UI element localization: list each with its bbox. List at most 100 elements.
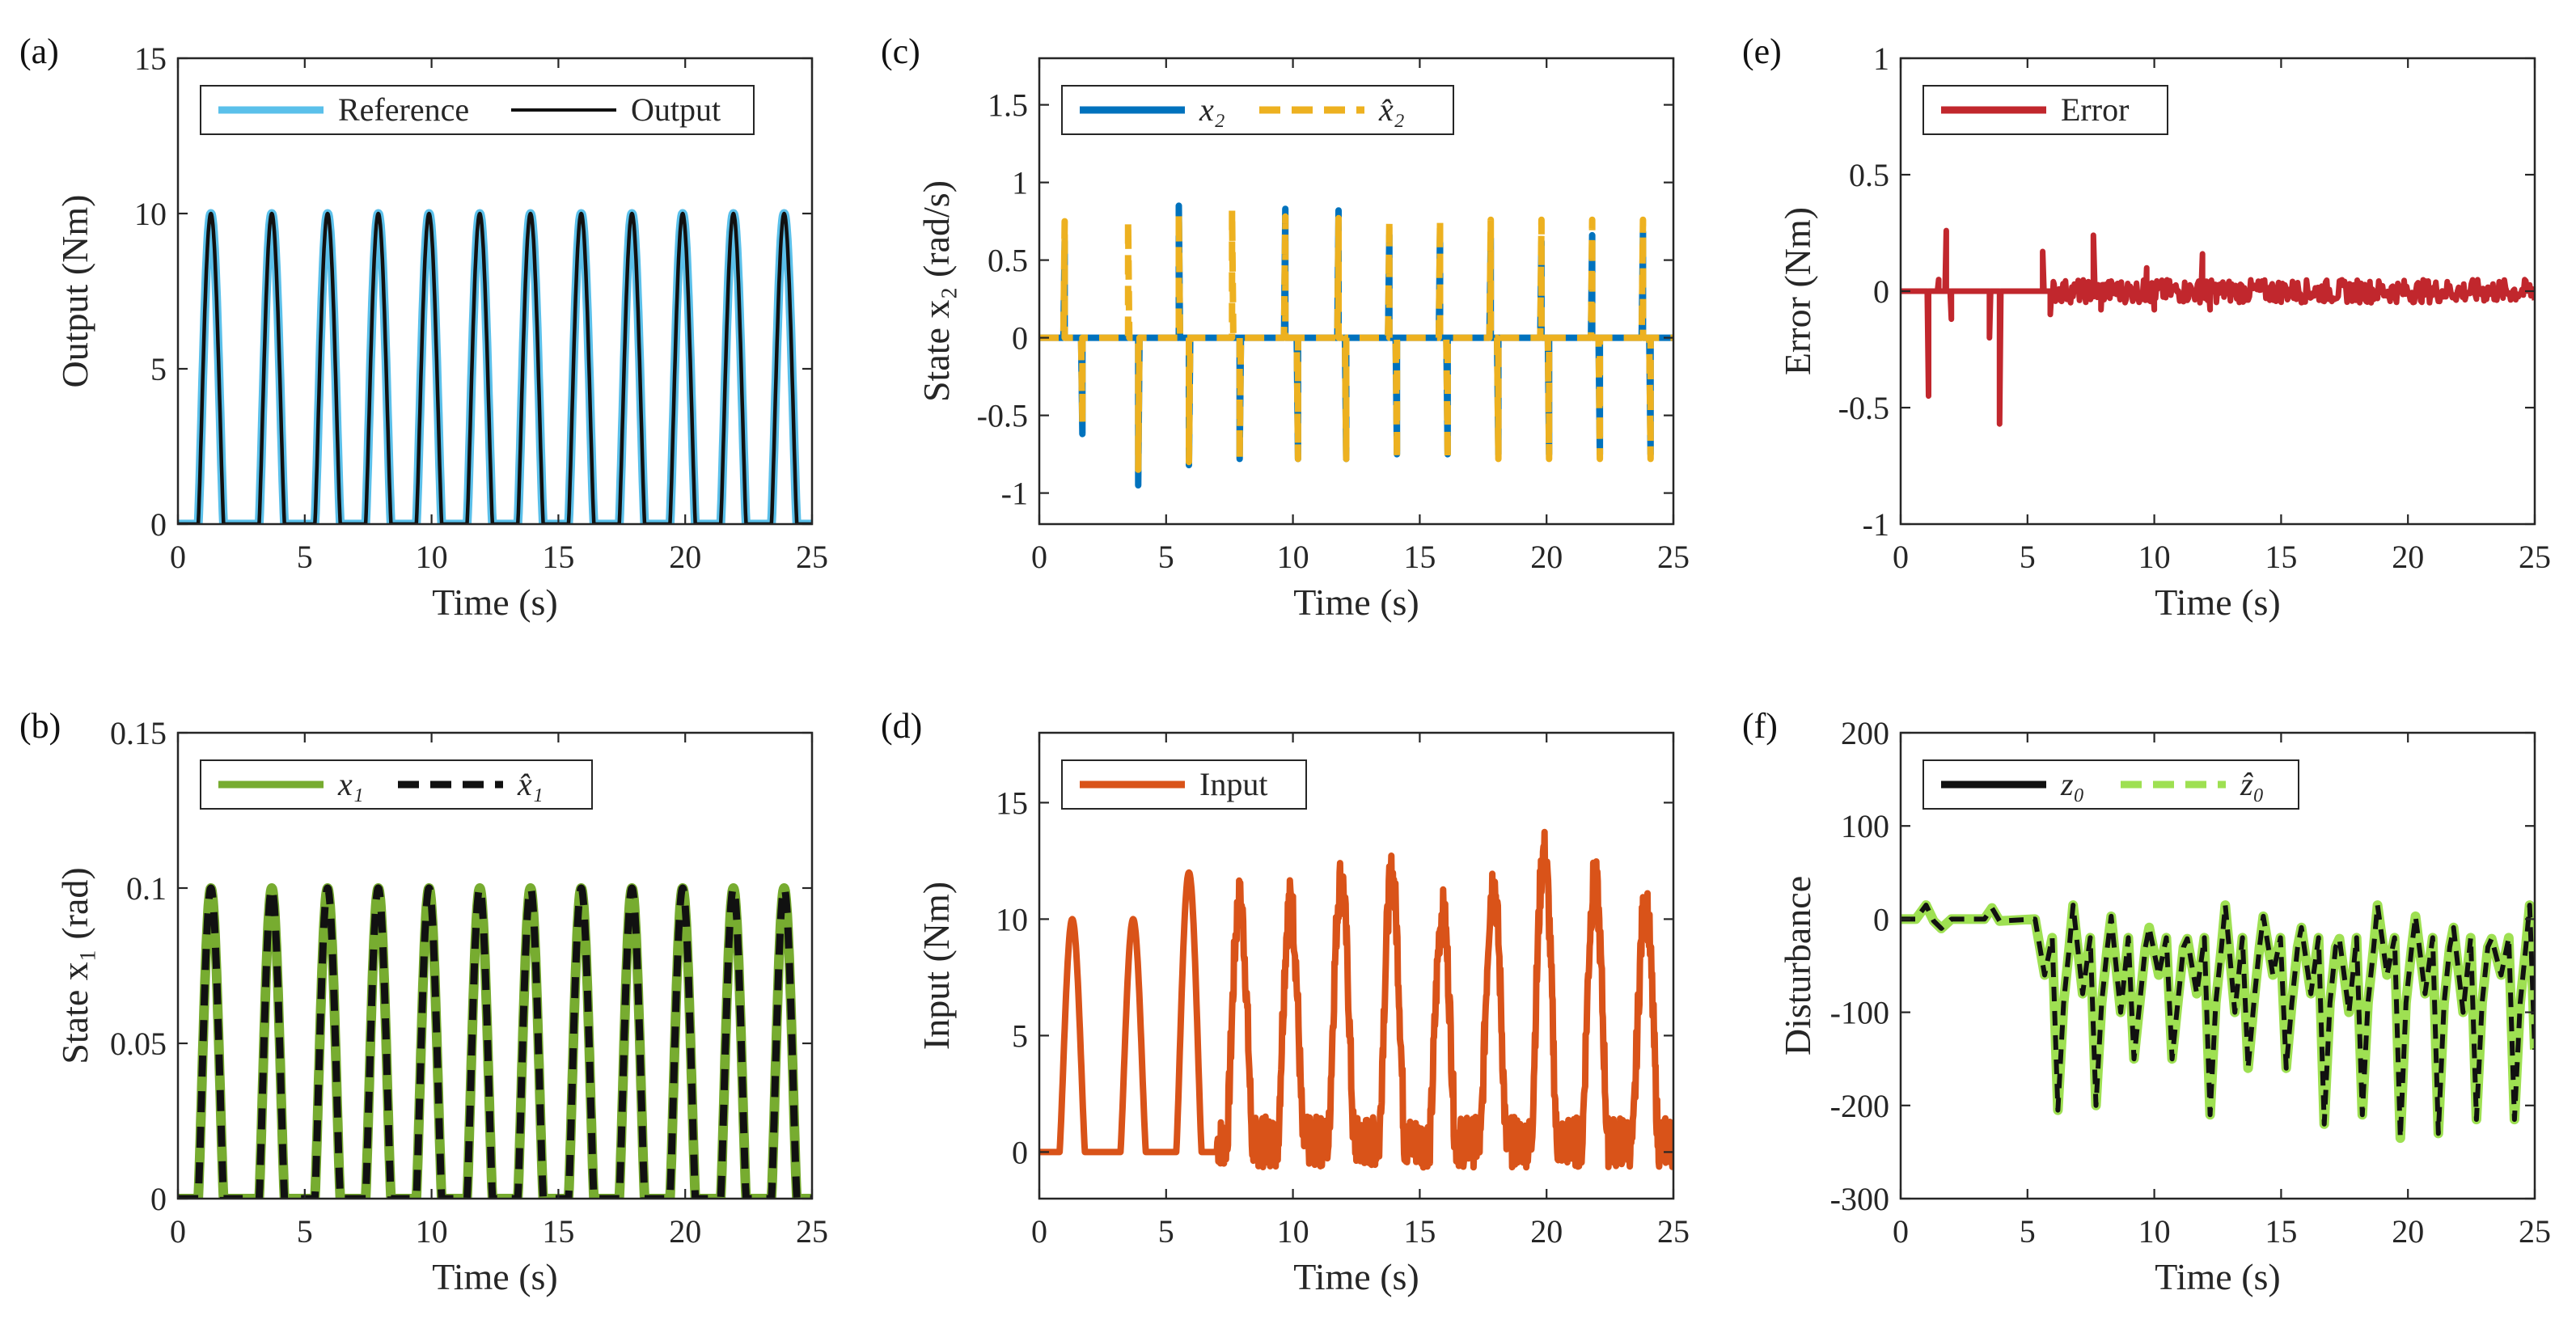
y-tick-label: -1 [1863,506,1889,543]
x-tick-label: 15 [542,1213,574,1250]
legend-b: x₁ x̂₁ [200,759,593,810]
panel-label: (e) [1742,32,1782,71]
legend-label: z₀ [2060,766,2084,802]
x-axis-label: Time (s) [1293,582,1419,623]
y-tick-label: 1.5 [988,87,1028,124]
chart-a: 0 5 10 15 20 25 0 5 10 15 Time (s) Output (Nm) (a) Re… [19,32,828,623]
panel-label: (a) [19,32,59,71]
y-tick-label: 15 [134,40,167,77]
y-tick-label: 0 [1873,901,1889,937]
y-tick-label: 1 [1873,40,1889,77]
y-tick-label: 1 [1012,165,1028,201]
x-tick-label: 5 [1158,1213,1174,1250]
legend-a: Reference Output [200,85,755,135]
legend-d: Input [1061,759,1307,810]
y-tick-label: 0 [150,1181,167,1217]
x-tick-label: 0 [170,539,186,575]
y-tick-label: 0 [150,506,167,543]
legend-box [200,85,755,135]
x-tick-label: 15 [542,539,574,575]
chart-f: 0 5 10 15 20 25 -300 -200 -100 0 100 200 Time (s) Dis… [1742,706,2551,1297]
series-line-c-x2_hat [1039,207,1673,473]
y-axis-label: Input (Nm) [916,882,957,1050]
legend-label: Output [631,91,721,128]
series-line-f-z0 [1901,900,2535,1144]
axes-frame-a [176,57,814,526]
y-tick-label: -0.5 [977,398,1028,434]
y-tick-label: 0.1 [126,870,167,907]
series-line-a-Reference [178,209,812,524]
x-tick-label: 5 [297,1213,313,1250]
y-tick-label: 5 [150,351,167,387]
legend-label: Reference [338,91,469,128]
x-tick-label: 25 [1657,1213,1690,1250]
y-axis-label: State x₂ (rad/s) [916,180,957,402]
x-tick-label: 10 [1277,539,1309,575]
x-tick-label: 20 [669,1213,701,1250]
y-tick-label: 10 [996,901,1028,937]
chart-e: 0 5 10 15 20 25 -1 -0.5 0 0.5 1 Time (s) Error (Nm) (… [1742,32,2551,623]
series-group-c [1039,202,1673,489]
panel-label: (d) [881,706,922,746]
chart-c: 0 5 10 15 20 25 -1 -0.5 0 0.5 1 1.5 Time (s) State x₂… [881,32,1690,623]
y-tick-label: 5 [1012,1017,1028,1054]
panel-label: (f) [1742,706,1778,746]
x-tick-label: 25 [2519,1213,2551,1250]
y-axis-label: Disturbance [1777,876,1818,1055]
x-tick-label: 15 [2265,539,2297,575]
x-tick-label: 25 [796,1213,828,1250]
y-axis-label: Output (Nm) [54,195,95,388]
axes-frame-f [1899,731,2536,1200]
chart-b: 0 5 10 15 20 25 0 0.05 0.1 0.15 Time (s) State x₁ (… [19,706,828,1297]
x-tick-label: 5 [2020,539,2036,575]
chart-d: 0 5 10 15 20 25 0 5 10 15 Time (s) Input (Nm) (d) Inp… [881,706,1690,1297]
x-tick-label: 0 [1893,1213,1909,1250]
legend-label: Error [2061,91,2129,128]
x-tick-label: 20 [2392,539,2424,575]
legend-label: x₂ [1199,91,1225,128]
y-tick-label: 0.05 [110,1026,167,1062]
y-tick-label: -300 [1830,1181,1889,1217]
y-tick-label: 100 [1841,808,1889,844]
x-tick-label: 15 [1403,539,1436,575]
x-tick-label: 10 [2138,539,2171,575]
series-line-d-Input [1039,828,1673,1171]
y-tick-label: 15 [996,785,1028,821]
x-tick-label: 10 [416,1213,448,1250]
x-axis-label: Time (s) [432,582,558,623]
y-tick-label: 0 [1873,273,1889,310]
x-tick-label: 0 [1031,539,1047,575]
y-axis-label: Error (Nm) [1777,207,1818,375]
series-group-e [1901,227,2535,427]
y-tick-label: -100 [1830,995,1889,1031]
x-axis-label: Time (s) [432,1256,558,1297]
axes-frame-d [1038,731,1675,1200]
x-tick-label: 15 [1403,1213,1436,1250]
axes-frame-c [1038,57,1675,526]
y-tick-label: -0.5 [1838,390,1889,426]
series-group-b [178,883,812,1199]
x-tick-label: 15 [2265,1213,2297,1250]
x-tick-label: 20 [669,539,701,575]
legend-label: x̂₂ [1378,91,1405,128]
x-tick-label: 25 [796,539,828,575]
x-tick-label: 20 [1530,1213,1563,1250]
y-tick-label: 0.5 [988,243,1028,279]
legend-c: x₂ x̂₂ [1061,85,1454,135]
x-tick-label: 0 [170,1213,186,1250]
x-tick-label: 5 [1158,539,1174,575]
panel-label: (b) [19,706,61,746]
series-group-f [1901,900,2535,1144]
x-tick-label: 10 [2138,1213,2171,1250]
x-axis-label: Time (s) [2155,582,2281,623]
x-axis-label: Time (s) [2155,1256,2281,1297]
x-tick-label: 25 [1657,539,1690,575]
x-axis-label: Time (s) [1293,1256,1419,1297]
series-line-c-x2 [1039,202,1673,489]
x-tick-label: 10 [416,539,448,575]
series-group-a [178,209,812,524]
series-line-a-Output [178,211,812,524]
x-tick-label: 25 [2519,539,2551,575]
axes-frame-b [176,731,814,1200]
